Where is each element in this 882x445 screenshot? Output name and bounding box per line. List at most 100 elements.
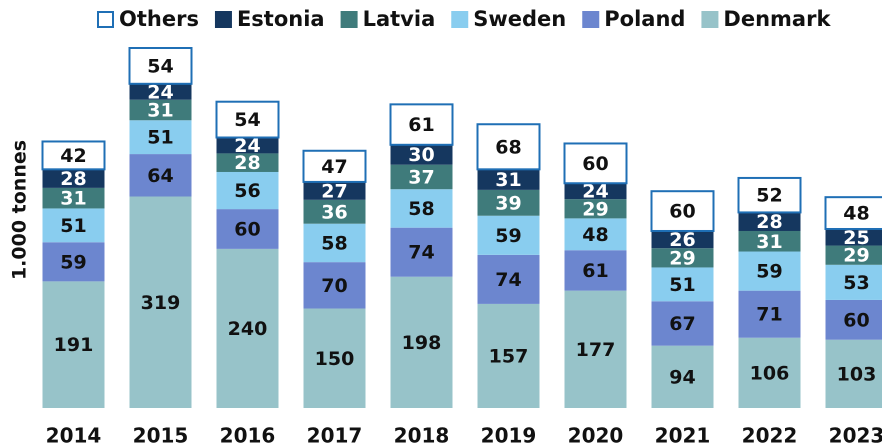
value-label: 30 xyxy=(408,144,434,166)
value-label: 59 xyxy=(495,225,521,247)
bar-segment xyxy=(390,276,453,408)
bar-segment xyxy=(651,301,714,346)
bar-segment xyxy=(302,149,367,183)
bar-segment xyxy=(825,299,882,340)
bar-segment xyxy=(738,290,801,338)
legend-label: Estonia xyxy=(237,7,325,31)
x-tick-label: 2017 xyxy=(307,424,363,445)
value-label: 59 xyxy=(60,251,86,273)
value-label: 71 xyxy=(756,304,782,326)
legend-swatch xyxy=(214,11,232,28)
bar-segment xyxy=(128,47,193,85)
value-label: 31 xyxy=(495,169,521,191)
bar-segment xyxy=(824,196,882,230)
value-label: 42 xyxy=(60,145,86,167)
value-label: 61 xyxy=(408,114,434,136)
bar-segment xyxy=(390,144,453,165)
bar-segment xyxy=(738,251,801,291)
value-label: 64 xyxy=(147,165,173,187)
bar-segment xyxy=(303,181,366,200)
x-tick-label: 2016 xyxy=(220,424,276,445)
value-label: 240 xyxy=(228,318,268,340)
value-label: 58 xyxy=(408,198,434,220)
value-label: 52 xyxy=(756,185,782,207)
y-axis-label: 1.000 tonnes xyxy=(9,140,31,280)
value-label: 94 xyxy=(669,366,695,388)
bar-segment xyxy=(564,218,627,251)
bar-segment xyxy=(129,196,192,408)
value-label: 48 xyxy=(582,224,608,246)
bar-segment xyxy=(129,154,192,197)
value-label: 58 xyxy=(321,232,347,254)
bar-segment xyxy=(42,169,105,188)
x-tick-label: 2014 xyxy=(46,424,102,445)
value-label: 31 xyxy=(756,231,782,253)
bar-segment xyxy=(216,137,279,154)
value-label: 70 xyxy=(321,275,347,297)
value-label: 24 xyxy=(582,181,608,203)
bar-segment xyxy=(390,164,453,190)
bar-segment xyxy=(564,290,627,408)
value-label: 39 xyxy=(495,192,521,214)
value-label: 54 xyxy=(147,55,173,77)
value-label: 74 xyxy=(495,269,521,291)
bar-segment xyxy=(477,189,540,216)
value-label: 25 xyxy=(843,227,869,249)
x-tick-label: 2021 xyxy=(655,424,711,445)
value-label: 60 xyxy=(582,153,608,175)
bar-segment xyxy=(476,123,541,171)
value-label: 177 xyxy=(576,339,616,361)
legend-swatch xyxy=(701,11,719,28)
legend-swatch xyxy=(97,11,114,28)
bar-segment xyxy=(303,262,366,309)
x-tick-label: 2015 xyxy=(133,424,189,445)
value-label: 24 xyxy=(234,135,260,157)
value-label: 60 xyxy=(234,218,260,240)
value-label: 106 xyxy=(750,362,790,384)
bar-segment xyxy=(738,230,801,252)
value-label: 51 xyxy=(147,127,173,149)
bar-segment xyxy=(41,140,106,171)
bar-segment xyxy=(129,120,192,155)
value-label: 36 xyxy=(321,201,347,223)
value-label: 28 xyxy=(234,152,260,174)
value-label: 191 xyxy=(54,334,94,356)
x-tick-label: 2018 xyxy=(394,424,450,445)
bar-segment xyxy=(42,242,105,282)
bar-segment xyxy=(216,171,279,210)
value-label: 29 xyxy=(669,247,695,269)
x-tick-label: 2022 xyxy=(742,424,798,445)
bar-segment xyxy=(825,245,882,265)
value-label: 31 xyxy=(60,188,86,210)
x-tick-label: 2019 xyxy=(481,424,537,445)
value-label: 67 xyxy=(669,313,695,335)
bar-segment xyxy=(564,199,627,219)
x-tick-label: 2020 xyxy=(568,424,624,445)
bar-segment xyxy=(651,345,714,408)
bar-segment xyxy=(825,264,882,300)
value-label: 26 xyxy=(669,229,695,251)
bar-segment xyxy=(651,267,714,302)
value-label: 59 xyxy=(756,261,782,283)
value-label: 48 xyxy=(843,203,869,225)
bar-segment xyxy=(216,209,279,249)
bar-segment xyxy=(215,100,280,139)
bar-segment xyxy=(390,189,453,228)
legend-label: Denmark xyxy=(723,7,831,31)
value-label: 61 xyxy=(582,260,608,282)
bar-segment xyxy=(216,248,279,408)
bar-segment xyxy=(42,281,105,408)
value-label: 28 xyxy=(60,168,86,190)
value-label: 24 xyxy=(147,81,173,103)
bar-segment xyxy=(738,337,801,408)
x-tick-label: 2023 xyxy=(829,424,882,445)
value-label: 150 xyxy=(315,348,355,370)
value-label: 198 xyxy=(402,332,442,354)
value-label: 37 xyxy=(408,166,434,188)
bar-segment xyxy=(651,248,714,268)
bar-segment xyxy=(390,227,453,277)
legend-label: Sweden xyxy=(473,7,566,31)
legend-swatch xyxy=(340,11,358,28)
value-label: 74 xyxy=(408,242,434,264)
